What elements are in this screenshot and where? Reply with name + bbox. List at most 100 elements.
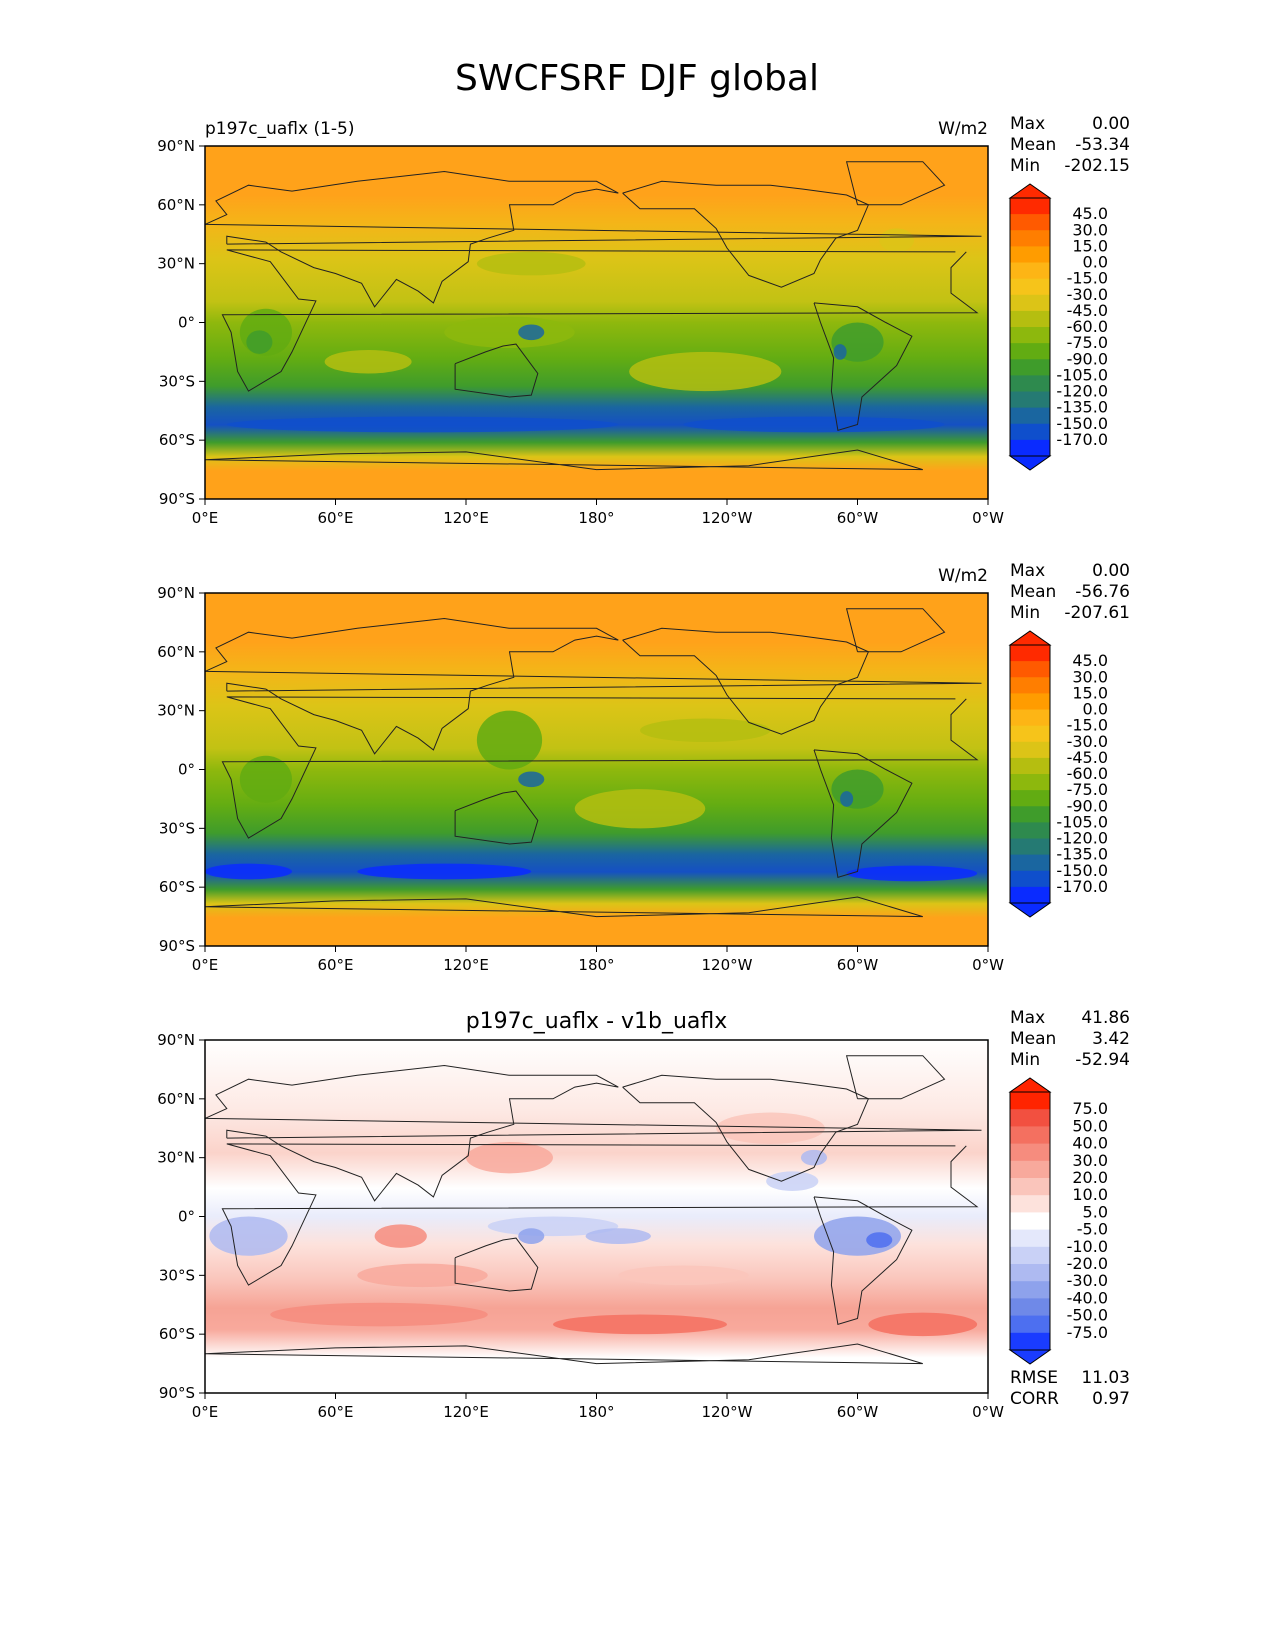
colorbar-swatch bbox=[1010, 214, 1050, 231]
colorbar-label: -15.0 bbox=[1067, 716, 1108, 735]
field-blob bbox=[357, 863, 532, 880]
x-tick-label: 0°W bbox=[972, 509, 1004, 527]
colorbar-label: -90.0 bbox=[1067, 349, 1108, 368]
x-tick-label: 120°W bbox=[702, 1403, 753, 1421]
colorbar-swatch bbox=[1010, 1315, 1050, 1334]
field-blob bbox=[518, 1228, 545, 1244]
x-tick-label: 0°E bbox=[192, 509, 219, 527]
coastline bbox=[845, 161, 946, 206]
colorbar-swatch bbox=[1010, 310, 1050, 328]
colorbar-label: -5.0 bbox=[1077, 1220, 1108, 1239]
colorbar-label: 15.0 bbox=[1072, 236, 1108, 255]
map-panel-2: 90°N 60°N 30°N 0° 30°S 60°S 90°S0°E 60°E 120°E 18… bbox=[157, 561, 1130, 974]
panel-units: W/m2 bbox=[938, 566, 988, 586]
coastline bbox=[204, 896, 923, 918]
colorbar-label: -15.0 bbox=[1067, 269, 1108, 288]
colorbar-label: 50.0 bbox=[1072, 1116, 1108, 1135]
colorbar-swatch bbox=[1010, 278, 1050, 296]
field-blob bbox=[476, 710, 543, 770]
map-panel-1: 90°N 60°N 30°N 0° 30°S 60°S 90°S0°E 60°E 120°E 18… bbox=[157, 114, 1130, 527]
colorbar-label: -30.0 bbox=[1067, 285, 1108, 304]
field-blob bbox=[246, 330, 273, 354]
field-blob bbox=[618, 1265, 749, 1286]
colorbar-label: -170.0 bbox=[1056, 430, 1108, 449]
colorbar-frame bbox=[1009, 644, 1051, 904]
field-blob bbox=[766, 1171, 819, 1192]
colorbar-label: 45.0 bbox=[1072, 204, 1108, 223]
colorbar-label: 30.0 bbox=[1072, 1151, 1108, 1170]
panels: 90°N60°N30°N0°30°S60°S90°S0°E 60°E 120°E 18… bbox=[157, 114, 1130, 1421]
field-blob bbox=[239, 755, 292, 803]
stats-value-min: -202.15 bbox=[1064, 156, 1130, 176]
colorbar-swatch bbox=[1010, 359, 1050, 376]
colorbar-swatch bbox=[1010, 1178, 1050, 1196]
y-tick-label: 90°N bbox=[157, 584, 195, 602]
x-tick-label: 120°E bbox=[443, 1403, 489, 1421]
x-tick-label: 60°E bbox=[317, 509, 353, 527]
stats-label-mean: Mean bbox=[1010, 582, 1056, 602]
colorbar-label: 0.0 bbox=[1083, 253, 1108, 272]
colorbar-swatch bbox=[1010, 246, 1050, 263]
colorbar-label: -30.0 bbox=[1067, 1271, 1108, 1290]
colorbar-label: -45.0 bbox=[1067, 748, 1108, 767]
coastline bbox=[204, 170, 982, 308]
field-blob bbox=[800, 1149, 828, 1166]
colorbar-label: 20.0 bbox=[1072, 1168, 1108, 1187]
y-tick-label: 30°N bbox=[157, 1149, 195, 1167]
colorbar-swatch bbox=[1010, 645, 1050, 662]
field-blob bbox=[357, 1263, 488, 1288]
field-blob bbox=[629, 351, 782, 392]
x-tick-label: 0°W bbox=[972, 1403, 1004, 1421]
panel-center-title: p197c_uaflx - v1b_uaflx bbox=[466, 1009, 728, 1034]
field-blob bbox=[574, 789, 706, 829]
stats-value-mean: -56.76 bbox=[1075, 582, 1130, 602]
map-field bbox=[205, 593, 988, 946]
field-blob bbox=[831, 769, 884, 809]
colorbar-label: -30.0 bbox=[1067, 732, 1108, 751]
colorbar-label: -75.0 bbox=[1067, 333, 1108, 352]
colorbar-label: -170.0 bbox=[1056, 877, 1108, 896]
x-tick-label: 60°E bbox=[317, 956, 353, 974]
colorbar-label: 5.0 bbox=[1083, 1202, 1108, 1221]
coastline bbox=[454, 343, 539, 398]
map-panel-3: 90°N 60°N 30°N 0° 30°S 60°S 90°S0°E 60°E 120°E 18… bbox=[157, 1008, 1130, 1421]
colorbar-swatch bbox=[1010, 1229, 1050, 1248]
field-blob bbox=[716, 1112, 825, 1144]
field-blob bbox=[683, 416, 945, 433]
colorbar-label: -135.0 bbox=[1056, 845, 1108, 864]
colorbar-swatch bbox=[1010, 1332, 1050, 1351]
field-blob bbox=[466, 1141, 553, 1174]
colorbar-label: -20.0 bbox=[1067, 1254, 1108, 1273]
colorbar-extend-top bbox=[1008, 183, 1052, 199]
coastline bbox=[813, 1196, 913, 1326]
colorbar-swatch bbox=[1010, 854, 1050, 872]
stats-label-rmse: RMSE bbox=[1010, 1368, 1058, 1388]
colorbar-label: -60.0 bbox=[1067, 317, 1108, 336]
stats-value-min: -207.61 bbox=[1064, 603, 1130, 623]
colorbar-swatch bbox=[1010, 838, 1050, 856]
coastline bbox=[204, 1064, 982, 1202]
colorbar-label: 30.0 bbox=[1072, 220, 1108, 239]
colorbar-label: -120.0 bbox=[1056, 382, 1108, 401]
stats-value-max: 0.00 bbox=[1092, 114, 1130, 134]
colorbar-swatch bbox=[1010, 1195, 1050, 1213]
x-tick-label: 60°E bbox=[317, 1403, 353, 1421]
colorbar-label: -45.0 bbox=[1067, 301, 1108, 320]
y-tick-label: 30°N bbox=[157, 255, 195, 273]
y-tick-label: 90°N bbox=[157, 1031, 195, 1049]
colorbar-frame bbox=[1009, 1091, 1051, 1351]
colorbar-label: 45.0 bbox=[1072, 651, 1108, 670]
colorbar-extend-top bbox=[1008, 1077, 1052, 1093]
colorbar-label: -135.0 bbox=[1056, 398, 1108, 417]
colorbar-swatch bbox=[1010, 774, 1050, 791]
colorbar-label: -75.0 bbox=[1067, 1323, 1108, 1342]
coastline bbox=[813, 749, 913, 879]
colorbar-swatch bbox=[1010, 1264, 1050, 1282]
colorbar-swatch bbox=[1010, 198, 1050, 215]
y-tick-label: 60°S bbox=[159, 1325, 195, 1343]
y-tick-label: 60°N bbox=[157, 1090, 195, 1108]
stats-label-corr: CORR bbox=[1010, 1389, 1059, 1409]
x-tick-label: 180° bbox=[578, 509, 614, 527]
x-tick-label: 120°E bbox=[443, 956, 489, 974]
